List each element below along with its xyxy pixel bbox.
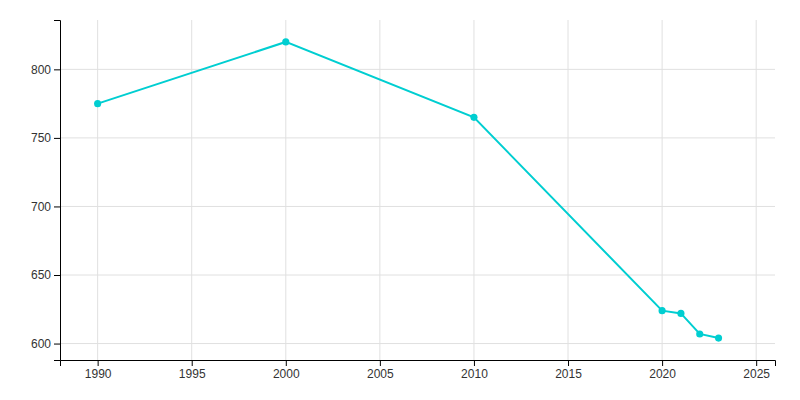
- point: [677, 310, 684, 317]
- x-tick-mark: [192, 360, 193, 366]
- y-tick-mark: [54, 275, 60, 276]
- y-axis: 600 650 700 750 800: [31, 21, 61, 361]
- y-tick-label: 600: [31, 337, 51, 351]
- point: [282, 38, 289, 45]
- x-tick: 2025: [743, 360, 770, 381]
- grid-line-x: [473, 20, 474, 360]
- x-tick-label: 2000: [273, 367, 300, 381]
- x-tick-mark: [662, 360, 663, 366]
- y-tick: 750: [31, 131, 60, 145]
- grid-line-y: [60, 137, 775, 138]
- x-tick: 2020: [649, 360, 676, 381]
- point: [94, 100, 101, 107]
- x-tick: 1995: [179, 360, 206, 381]
- x-tick-mark: [474, 360, 475, 366]
- x-tick-mark: [380, 360, 381, 366]
- y-tick-label: 750: [31, 131, 51, 145]
- x-tick: 2000: [273, 360, 300, 381]
- chart-svg: 1990 1995 2000 2005 2010 2015 2020 2025 600 650 70…: [0, 0, 800, 400]
- grid-line-x: [568, 20, 569, 360]
- line: [98, 42, 719, 338]
- chart-container: 1990 1995 2000 2005 2010 2015 2020 2025 600 650 70…: [0, 0, 800, 400]
- x-tick: 2010: [461, 360, 488, 381]
- x-tick-label: 2010: [461, 367, 488, 381]
- y-tick: 600: [31, 337, 60, 351]
- grid-line-y: [60, 275, 775, 276]
- x-tick: 2005: [367, 360, 394, 381]
- x-tick-mark: [756, 360, 757, 366]
- y-tick-label: 700: [31, 200, 51, 214]
- grid-line-x: [97, 20, 98, 360]
- grid-line-x: [191, 20, 192, 360]
- x-tick-label: 2005: [367, 367, 394, 381]
- x-tick-label: 1995: [179, 367, 206, 381]
- x-tick-label: 2015: [555, 367, 582, 381]
- x-tick: 2015: [555, 360, 582, 381]
- x-tick-label: 1990: [85, 367, 112, 381]
- x-axis-line: [61, 361, 776, 367]
- x-tick-label: 2025: [743, 367, 770, 381]
- y-tick-mark: [54, 138, 60, 139]
- y-tick-label: 650: [31, 268, 51, 282]
- y-tick: 800: [31, 63, 60, 77]
- x-tick-mark: [568, 360, 569, 366]
- point: [715, 334, 722, 341]
- x-tick-mark: [286, 360, 287, 366]
- marks: [94, 38, 722, 341]
- x-tick-mark: [98, 360, 99, 366]
- y-axis-line: [54, 21, 61, 361]
- grid: [60, 20, 775, 360]
- point: [659, 307, 666, 314]
- y-tick-mark: [54, 206, 60, 207]
- grid-line-x: [379, 20, 380, 360]
- x-tick: 1990: [85, 360, 112, 381]
- point: [470, 114, 477, 121]
- y-tick-mark: [54, 69, 60, 70]
- grid-line-y: [60, 69, 775, 70]
- grid-line-y: [60, 343, 775, 344]
- point: [696, 330, 703, 337]
- y-tick-label: 800: [31, 63, 51, 77]
- plot-area: 1990 1995 2000 2005 2010 2015 2020 2025 600 650 70…: [31, 20, 776, 381]
- grid-line-y: [60, 206, 775, 207]
- x-tick-label: 2020: [649, 367, 676, 381]
- grid-line-x: [285, 20, 286, 360]
- y-tick: 650: [31, 268, 60, 282]
- grid-line-x: [756, 20, 757, 360]
- y-tick-mark: [54, 344, 60, 345]
- x-axis: 1990 1995 2000 2005 2010 2015 2020 2025: [61, 360, 776, 381]
- y-tick: 700: [31, 200, 60, 214]
